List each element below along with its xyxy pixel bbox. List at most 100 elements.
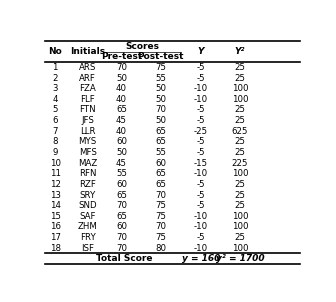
Text: 25: 25: [235, 191, 245, 200]
Text: 65: 65: [155, 127, 166, 136]
Text: 65: 65: [116, 191, 127, 200]
Text: 50: 50: [155, 84, 166, 93]
Text: 25: 25: [235, 233, 245, 242]
Text: 13: 13: [49, 191, 60, 200]
Text: 225: 225: [232, 159, 248, 168]
Text: 40: 40: [116, 127, 127, 136]
Text: 40: 40: [116, 84, 127, 93]
Text: 70: 70: [155, 191, 166, 200]
Text: 100: 100: [232, 244, 248, 253]
Text: 17: 17: [49, 233, 60, 242]
Text: 25: 25: [235, 74, 245, 83]
Text: Y²: Y²: [235, 47, 245, 56]
Text: 18: 18: [49, 244, 60, 253]
Text: 16: 16: [49, 222, 60, 231]
Text: 65: 65: [155, 169, 166, 178]
Text: -10: -10: [194, 244, 208, 253]
Text: y = 160: y = 160: [182, 254, 220, 263]
Text: 100: 100: [232, 84, 248, 93]
Text: ARS: ARS: [79, 63, 96, 72]
Text: 7: 7: [52, 127, 58, 136]
Text: 625: 625: [232, 127, 248, 136]
Text: 9: 9: [52, 148, 58, 157]
Text: 60: 60: [116, 222, 127, 231]
Text: 6: 6: [52, 116, 58, 125]
Text: 25: 25: [235, 137, 245, 146]
Text: 45: 45: [116, 116, 127, 125]
Text: 70: 70: [116, 244, 127, 253]
Text: -25: -25: [194, 127, 208, 136]
Text: 4: 4: [52, 95, 58, 104]
Text: ARF: ARF: [79, 74, 96, 83]
Text: JFS: JFS: [81, 116, 94, 125]
Text: 100: 100: [232, 212, 248, 221]
Text: -5: -5: [197, 233, 205, 242]
Text: 5: 5: [52, 105, 58, 114]
Text: Initials: Initials: [70, 47, 105, 56]
Text: 15: 15: [49, 212, 60, 221]
Text: RFN: RFN: [79, 169, 96, 178]
Text: -15: -15: [194, 159, 208, 168]
Text: 65: 65: [155, 137, 166, 146]
Text: Post-test: Post-test: [137, 52, 184, 61]
Text: 50: 50: [155, 95, 166, 104]
Text: Scores: Scores: [125, 42, 159, 51]
Text: 8: 8: [52, 137, 58, 146]
Text: -5: -5: [197, 137, 205, 146]
Text: 75: 75: [155, 212, 166, 221]
Text: -5: -5: [197, 148, 205, 157]
Text: 14: 14: [49, 201, 60, 210]
Text: 25: 25: [235, 63, 245, 72]
Text: 65: 65: [116, 105, 127, 114]
Text: 50: 50: [155, 116, 166, 125]
Text: 70: 70: [116, 233, 127, 242]
Text: 55: 55: [155, 74, 166, 83]
Text: 25: 25: [235, 180, 245, 189]
Text: 50: 50: [116, 148, 127, 157]
Text: -10: -10: [194, 222, 208, 231]
Text: No: No: [48, 47, 62, 56]
Text: 100: 100: [232, 95, 248, 104]
Text: Y: Y: [198, 47, 204, 56]
Text: 12: 12: [49, 180, 60, 189]
Text: -5: -5: [197, 201, 205, 210]
Text: -5: -5: [197, 116, 205, 125]
Text: -10: -10: [194, 169, 208, 178]
Text: 65: 65: [116, 212, 127, 221]
Text: FZA: FZA: [79, 84, 96, 93]
Text: LLR: LLR: [80, 127, 95, 136]
Text: 100: 100: [232, 169, 248, 178]
Text: 55: 55: [116, 169, 127, 178]
Text: -5: -5: [197, 105, 205, 114]
Text: Total Score: Total Score: [96, 254, 152, 263]
Text: -5: -5: [197, 74, 205, 83]
Text: ZHM: ZHM: [78, 222, 97, 231]
Text: ISF: ISF: [81, 244, 94, 253]
Text: -10: -10: [194, 212, 208, 221]
Text: 70: 70: [155, 222, 166, 231]
Text: 100: 100: [232, 222, 248, 231]
Text: 75: 75: [155, 233, 166, 242]
Text: SAF: SAF: [79, 212, 96, 221]
Text: 75: 75: [155, 63, 166, 72]
Text: 70: 70: [116, 63, 127, 72]
Text: 70: 70: [155, 105, 166, 114]
Text: 60: 60: [116, 180, 127, 189]
Text: 50: 50: [116, 74, 127, 83]
Text: Pre-test: Pre-test: [101, 52, 142, 61]
Text: 25: 25: [235, 148, 245, 157]
Text: 1: 1: [52, 63, 58, 72]
Text: y² = 1700: y² = 1700: [216, 254, 264, 263]
Text: MAZ: MAZ: [78, 159, 97, 168]
Text: -10: -10: [194, 95, 208, 104]
Text: 40: 40: [116, 95, 127, 104]
Text: 55: 55: [155, 148, 166, 157]
Text: SRY: SRY: [79, 191, 96, 200]
Text: 3: 3: [52, 84, 58, 93]
Text: 11: 11: [49, 169, 60, 178]
Text: -10: -10: [194, 84, 208, 93]
Text: 25: 25: [235, 105, 245, 114]
Text: 10: 10: [49, 159, 60, 168]
Text: RZF: RZF: [79, 180, 96, 189]
Text: FLF: FLF: [80, 95, 95, 104]
